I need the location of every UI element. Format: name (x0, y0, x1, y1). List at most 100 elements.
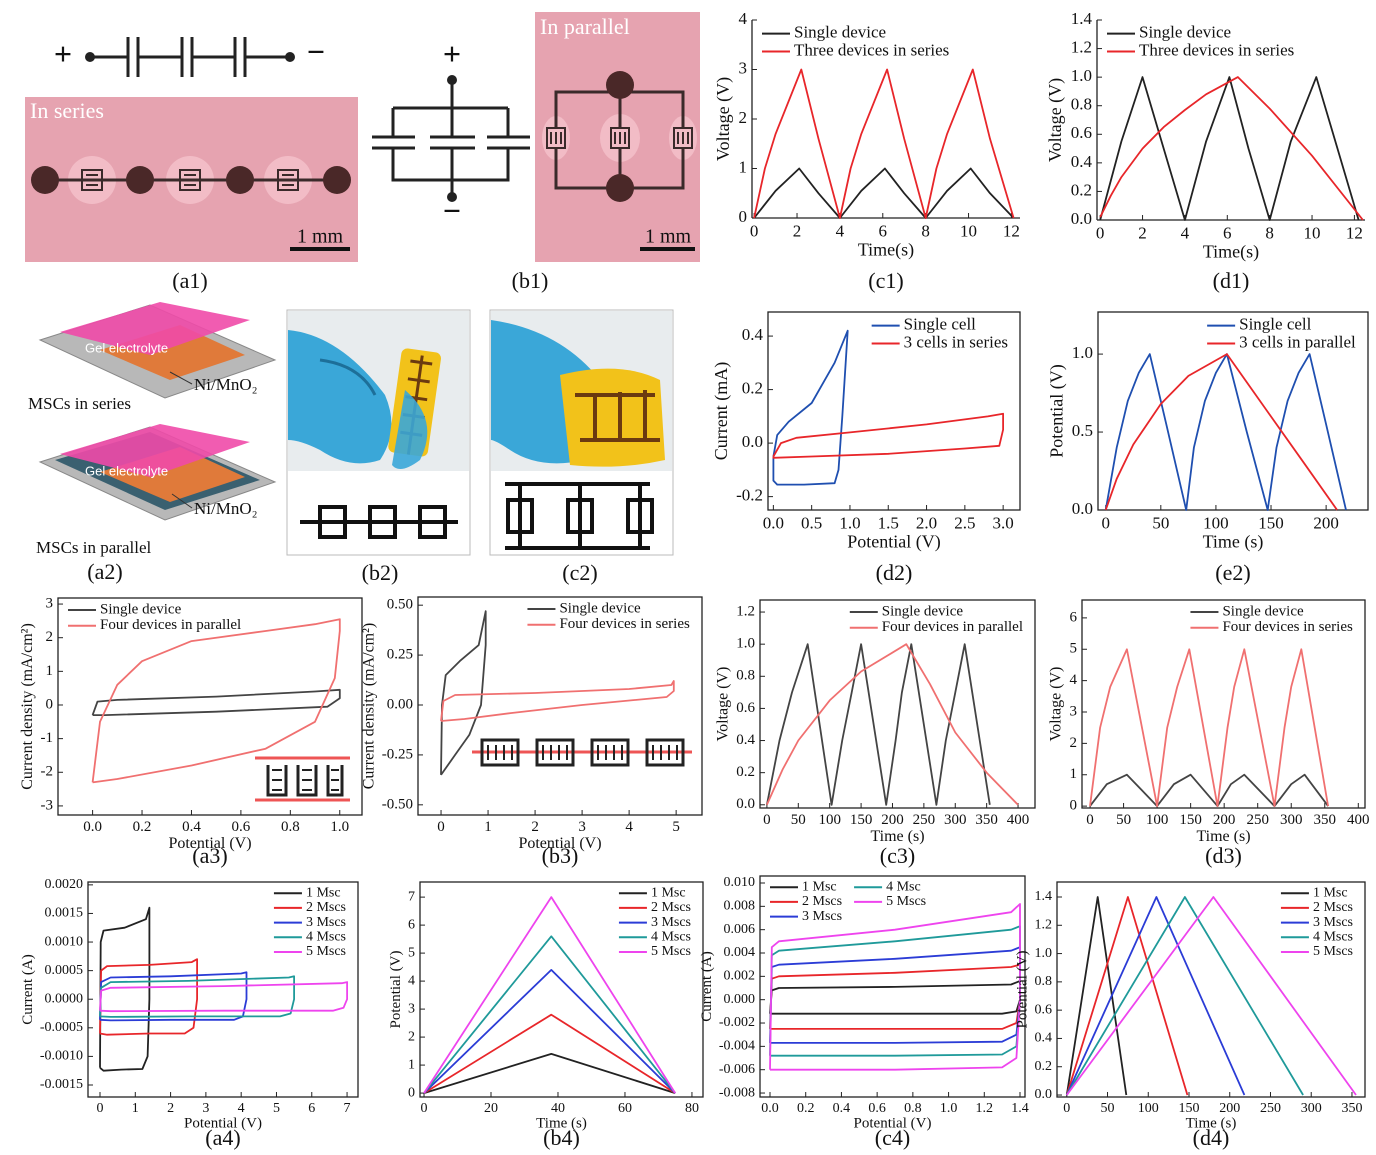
panel-label: (b2) (362, 560, 399, 585)
y-tick-label: -0.004 (719, 1039, 755, 1054)
y-axis-label: Current density (mA/cm²) (19, 623, 36, 790)
x-tick-label: 50 (1101, 1101, 1115, 1116)
x-tick-label: 0 (763, 812, 771, 828)
x-tick-label: 12 (1346, 223, 1363, 242)
x-axis-label: Time (s) (1203, 531, 1264, 552)
y-tick-label: -3 (41, 797, 54, 813)
legend-label: 4 Msc (886, 879, 921, 894)
x-tick-label: 200 (1219, 1101, 1240, 1116)
x-tick-label: 100 (1203, 513, 1229, 532)
y-tick-label: 0.5 (1072, 421, 1093, 440)
panel-label: (d2) (876, 560, 913, 585)
inset-a3 (255, 758, 350, 800)
y-tick-label: 1.0 (1035, 946, 1053, 961)
capacitor-symbol (372, 137, 530, 148)
y-tick-label: 3 (46, 595, 54, 611)
x-tick-label: 100 (1146, 812, 1169, 828)
y-tick-label: 0.006 (724, 922, 756, 937)
inset-b3 (472, 740, 692, 765)
y-tick-label: 0 (739, 207, 748, 226)
data-line (1100, 77, 1358, 220)
data-line (441, 611, 486, 775)
y-tick-label: 0.2 (1071, 180, 1092, 199)
plus-sign: + (443, 35, 461, 71)
panel-c2: (c2) (490, 310, 673, 585)
y-tick-label: 5 (408, 945, 415, 960)
x-tick-label: 0 (1086, 812, 1094, 828)
x-tick-label: 100 (818, 812, 841, 828)
minus-sign: − (443, 192, 461, 228)
x-tick-label: 0 (750, 221, 759, 240)
terminal (285, 52, 295, 62)
y-tick-label: 1 (1070, 766, 1078, 782)
panel-label: (d3) (1205, 843, 1242, 868)
y-tick-label: 0.8 (1071, 95, 1092, 114)
x-tick-label: 6 (308, 1101, 315, 1116)
photo-caption: In parallel (540, 14, 630, 39)
y-tick-label: 0.0015 (45, 906, 84, 921)
x-tick-label: 3.0 (993, 513, 1014, 532)
y-tick-label: 4 (408, 973, 415, 988)
y-tick-label: 0.0020 (45, 877, 84, 892)
y-axis-label: Potential (V) (1015, 951, 1031, 1029)
x-tick-label: 100 (1138, 1101, 1159, 1116)
electrode-label: Ni/MnO₂ (194, 499, 258, 518)
caption: MSCs in parallel (36, 538, 151, 557)
y-tick-label: 0.50 (387, 597, 413, 613)
x-tick-label: 2 (167, 1101, 174, 1116)
legend-label: 1 Msc (651, 885, 686, 900)
y-tick-label: 1 (739, 157, 748, 176)
page: {"figure": { "a1": {"label": "(a1)", "te… (0, 0, 1376, 1155)
x-tick-label: 0.0 (83, 819, 102, 835)
y-tick-label: 4 (739, 9, 748, 28)
x-tick-label: 350 (1341, 1101, 1362, 1116)
data-line (93, 690, 340, 715)
y-tick-label: 1.0 (1072, 343, 1093, 362)
y-tick-label: 1.2 (1035, 918, 1053, 933)
legend-label: 5 Mscs (886, 894, 926, 909)
x-tick-label: 0.8 (281, 819, 300, 835)
y-tick-label: 7 (408, 889, 415, 904)
x-tick-label: 300 (944, 812, 967, 828)
x-axis-label: Potential (V) (847, 531, 940, 552)
panel-label: (a4) (205, 1125, 240, 1150)
x-tick-label: 1.0 (839, 513, 860, 532)
legend-label: Single device (559, 600, 641, 616)
y-tick-label: 2 (1070, 735, 1078, 751)
y-axis-label: Voltage (V) (714, 667, 731, 742)
caption: MSCs in series (28, 394, 131, 413)
y-tick-label: 5 (1070, 641, 1078, 657)
electrode-label: Ni/MnO₂ (194, 375, 258, 394)
x-tick-label: 3 (202, 1101, 209, 1116)
y-tick-label: 0.008 (724, 899, 756, 914)
y-axis-label: Current (A) (699, 951, 715, 1021)
y-tick-label: 1.4 (1071, 9, 1093, 28)
data-line (441, 681, 674, 721)
x-tick-label: 4 (625, 819, 633, 835)
y-tick-label: 0.6 (1071, 123, 1092, 142)
x-tick-label: 0.4 (182, 819, 201, 835)
panel-a1: + − In series 1 mm (a1) (25, 33, 358, 293)
data-line (770, 981, 1020, 1014)
legend-label: 3 Mscs (1313, 915, 1353, 930)
panel-label: (c2) (562, 560, 597, 585)
y-tick-label: 0.0005 (45, 963, 84, 978)
legend-label: 4 Mscs (1313, 930, 1353, 945)
y-axis-label: Current density (mA/cm²) (360, 623, 377, 790)
legend-label: 3 Mscs (651, 915, 691, 930)
legend-label: 2 Mscs (651, 900, 691, 915)
y-axis-label: Voltage (V) (713, 77, 734, 161)
legend-label: Single device (882, 603, 964, 619)
data-line (767, 644, 990, 805)
x-tick-label: 300 (1301, 1101, 1322, 1116)
terminal (85, 52, 95, 62)
legend-label: Single device (1222, 603, 1304, 619)
legend-label: 2 Mscs (1313, 900, 1353, 915)
x-tick-label: 80 (685, 1101, 699, 1116)
y-tick-label: 0.8 (736, 668, 755, 684)
x-tick-label: 150 (1179, 812, 1202, 828)
scale-label: 1 mm (645, 226, 692, 248)
y-tick-label: -0.0010 (40, 1049, 83, 1064)
x-tick-label: 2 (531, 819, 539, 835)
panel-label: (a1) (172, 268, 207, 293)
